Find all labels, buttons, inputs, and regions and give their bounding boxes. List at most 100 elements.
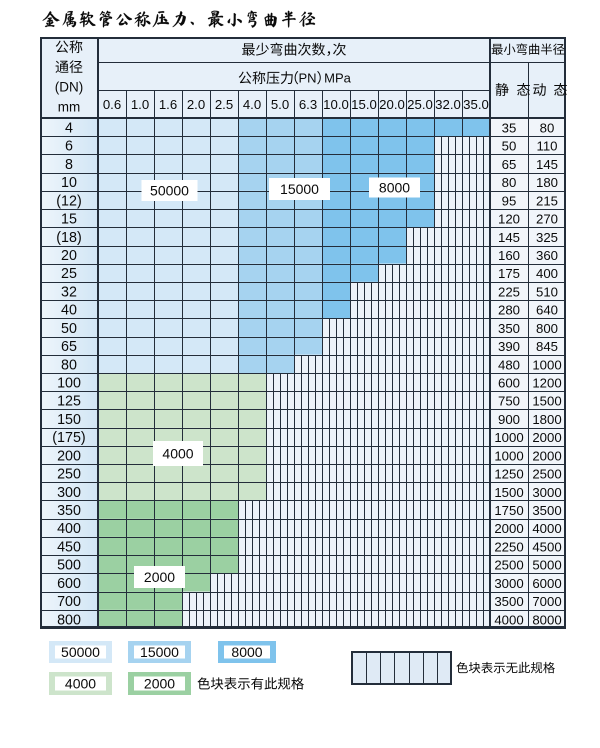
svg-text:450: 450: [57, 539, 81, 555]
svg-text:PN: PN: [298, 71, 316, 86]
svg-text:15.0: 15.0: [351, 97, 377, 112]
svg-text:6000: 6000: [532, 576, 561, 591]
svg-text:8000: 8000: [379, 180, 410, 196]
svg-text:125: 125: [57, 394, 81, 410]
svg-text:750: 750: [498, 394, 520, 409]
svg-text:600: 600: [57, 576, 81, 592]
svg-text:1750: 1750: [494, 503, 523, 518]
svg-text:600: 600: [498, 376, 520, 391]
svg-text:1250: 1250: [494, 467, 523, 482]
svg-text:50000: 50000: [61, 644, 100, 660]
svg-text:3000: 3000: [494, 576, 523, 591]
svg-text:1000: 1000: [532, 357, 561, 372]
svg-text:4000: 4000: [65, 676, 96, 692]
svg-text:7000: 7000: [532, 594, 561, 609]
svg-text:8: 8: [65, 157, 73, 173]
svg-text:900: 900: [498, 412, 520, 427]
svg-text:6: 6: [65, 139, 73, 155]
svg-text:35: 35: [502, 121, 517, 136]
svg-text:4000: 4000: [162, 446, 193, 462]
svg-text:150: 150: [57, 412, 81, 428]
svg-text:25: 25: [61, 266, 77, 282]
svg-text:1.6: 1.6: [159, 97, 177, 112]
svg-text:225: 225: [498, 284, 520, 299]
svg-text:4000: 4000: [494, 612, 523, 627]
svg-text:65: 65: [502, 157, 517, 172]
svg-text:800: 800: [57, 612, 81, 628]
svg-text:2000: 2000: [532, 430, 561, 445]
svg-text:145: 145: [498, 230, 520, 245]
svg-text:65: 65: [61, 339, 77, 355]
svg-text:2000: 2000: [144, 569, 175, 585]
svg-text:8000: 8000: [532, 612, 561, 627]
svg-text:80: 80: [502, 175, 517, 190]
svg-text:500: 500: [57, 558, 81, 574]
svg-text:32.0: 32.0: [435, 97, 461, 112]
svg-text:1500: 1500: [532, 394, 561, 409]
svg-text:20.0: 20.0: [379, 97, 405, 112]
svg-text:15: 15: [61, 212, 77, 228]
svg-text:180: 180: [536, 175, 558, 190]
svg-text:3500: 3500: [532, 503, 561, 518]
svg-text:2500: 2500: [532, 467, 561, 482]
svg-text:(DN): (DN): [55, 80, 84, 95]
svg-text:80: 80: [61, 357, 77, 373]
svg-text:350: 350: [498, 321, 520, 336]
svg-text:200: 200: [57, 448, 81, 464]
svg-text:280: 280: [498, 303, 520, 318]
svg-text:20: 20: [61, 248, 77, 264]
svg-text:40: 40: [61, 303, 77, 319]
svg-text:2000: 2000: [532, 448, 561, 463]
svg-text:480: 480: [498, 357, 520, 372]
svg-text:8000: 8000: [231, 644, 262, 660]
svg-text:2000: 2000: [494, 521, 523, 536]
svg-text:5.0: 5.0: [271, 97, 289, 112]
svg-text:0.6: 0.6: [103, 97, 121, 112]
svg-text:25.0: 25.0: [407, 97, 433, 112]
svg-text:2500: 2500: [494, 558, 523, 573]
svg-text:(12): (12): [56, 193, 81, 209]
svg-text:325: 325: [536, 230, 558, 245]
svg-text:1000: 1000: [494, 430, 523, 445]
svg-text:MPa: MPa: [324, 71, 352, 86]
svg-text:250: 250: [57, 467, 81, 483]
svg-text:300: 300: [57, 485, 81, 501]
svg-text:50000: 50000: [150, 183, 189, 199]
svg-text:700: 700: [57, 594, 81, 610]
svg-text:(175): (175): [52, 430, 85, 446]
svg-text:6.3: 6.3: [299, 97, 317, 112]
svg-text:2000: 2000: [144, 676, 175, 692]
svg-text:4: 4: [65, 121, 73, 137]
svg-text:15000: 15000: [140, 644, 179, 660]
svg-text:4500: 4500: [532, 539, 561, 554]
svg-text:35.0: 35.0: [463, 97, 489, 112]
svg-text:10: 10: [61, 175, 77, 191]
svg-text:1200: 1200: [532, 376, 561, 391]
svg-text:3500: 3500: [494, 594, 523, 609]
svg-text:175: 175: [498, 266, 520, 281]
svg-text:1000: 1000: [494, 448, 523, 463]
svg-text:95: 95: [502, 193, 517, 208]
svg-text:640: 640: [536, 303, 558, 318]
svg-text:15000: 15000: [280, 181, 319, 197]
svg-text:400: 400: [536, 266, 558, 281]
svg-text:800: 800: [536, 321, 558, 336]
svg-text:360: 360: [536, 248, 558, 263]
svg-text:120: 120: [498, 212, 520, 227]
svg-text:3000: 3000: [532, 485, 561, 500]
svg-text:1.0: 1.0: [131, 97, 149, 112]
svg-text:350: 350: [57, 503, 81, 519]
svg-text:160: 160: [498, 248, 520, 263]
svg-text:845: 845: [536, 339, 558, 354]
svg-text:4.0: 4.0: [243, 97, 261, 112]
svg-text:1800: 1800: [532, 412, 561, 427]
svg-text:510: 510: [536, 284, 558, 299]
svg-text:270: 270: [536, 212, 558, 227]
svg-text:100: 100: [57, 376, 81, 392]
svg-text:(18): (18): [56, 230, 81, 246]
svg-text:10.0: 10.0: [323, 97, 349, 112]
svg-text:5000: 5000: [532, 558, 561, 573]
svg-text:215: 215: [536, 193, 558, 208]
svg-text:110: 110: [536, 139, 557, 154]
svg-text:2250: 2250: [494, 539, 523, 554]
